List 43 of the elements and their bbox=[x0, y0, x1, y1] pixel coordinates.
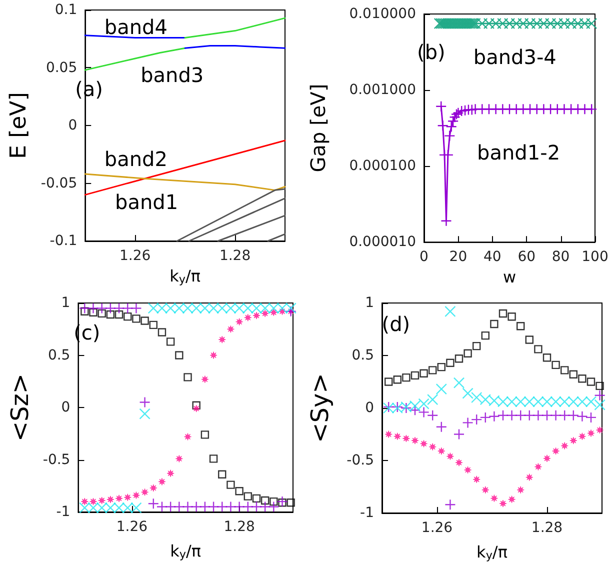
y-tick-label: -1 bbox=[360, 505, 374, 521]
y-tick-label: 1 bbox=[61, 295, 70, 311]
x-tick-label: 20 bbox=[449, 249, 468, 266]
x-tick-label: 40 bbox=[483, 249, 502, 266]
y-tick-label: 0 bbox=[68, 118, 78, 134]
x-tick-label: 1.26 bbox=[116, 519, 148, 535]
y-tick-label: -0.5 bbox=[346, 452, 374, 468]
x-tick-label: 0 bbox=[420, 249, 428, 266]
y-axis-title: Gap [eV] bbox=[306, 84, 330, 172]
y-tick-label: 0.000010 bbox=[349, 234, 416, 250]
y-tick-label: 0.000100 bbox=[349, 158, 416, 174]
y-tick-label: 0.010000 bbox=[349, 6, 416, 22]
x-tick-label: 1.26 bbox=[120, 248, 151, 264]
y-axis-title: E [eV] bbox=[6, 92, 32, 159]
annotation: band4 bbox=[104, 14, 168, 39]
y-axis-title: <Sy> bbox=[306, 373, 334, 443]
annotation: (d) bbox=[382, 312, 410, 336]
x-tick-label: 100 bbox=[582, 249, 608, 266]
annotation: band2 bbox=[104, 146, 168, 171]
annotation: band1-2 bbox=[477, 140, 560, 165]
x-tick-label: 60 bbox=[518, 249, 536, 266]
annotation: band1 bbox=[115, 190, 178, 214]
x-tick-label: 1.28 bbox=[224, 519, 255, 535]
y-tick-label: -0.05 bbox=[40, 175, 78, 192]
y-tick-label: 0 bbox=[365, 400, 374, 416]
y-tick-label: -1 bbox=[56, 504, 70, 520]
y-tick-label: -0.1 bbox=[50, 233, 78, 249]
y-tick-label: 1 bbox=[365, 295, 374, 311]
y-tick-label: 0.5 bbox=[352, 348, 374, 364]
annotation: band3 bbox=[140, 62, 204, 87]
y-tick-label: -0.5 bbox=[42, 452, 70, 468]
x-tick-label: 80 bbox=[552, 249, 570, 266]
y-axis-title: <Sz> bbox=[6, 373, 34, 442]
x-tick-label: 1.26 bbox=[421, 520, 453, 536]
y-tick-label: 0 bbox=[61, 400, 70, 416]
x-axis-title: w bbox=[502, 268, 516, 286]
x-tick-label: 1.28 bbox=[531, 520, 563, 536]
x-tick-label: 1.28 bbox=[219, 248, 251, 264]
annotation: band3-4 bbox=[473, 45, 556, 70]
y-tick-label: 0.1 bbox=[54, 2, 78, 18]
y-tick-label: 0.001000 bbox=[349, 82, 416, 98]
y-tick-label: 0.5 bbox=[48, 347, 70, 364]
y-tick-label: 0.05 bbox=[46, 60, 78, 76]
